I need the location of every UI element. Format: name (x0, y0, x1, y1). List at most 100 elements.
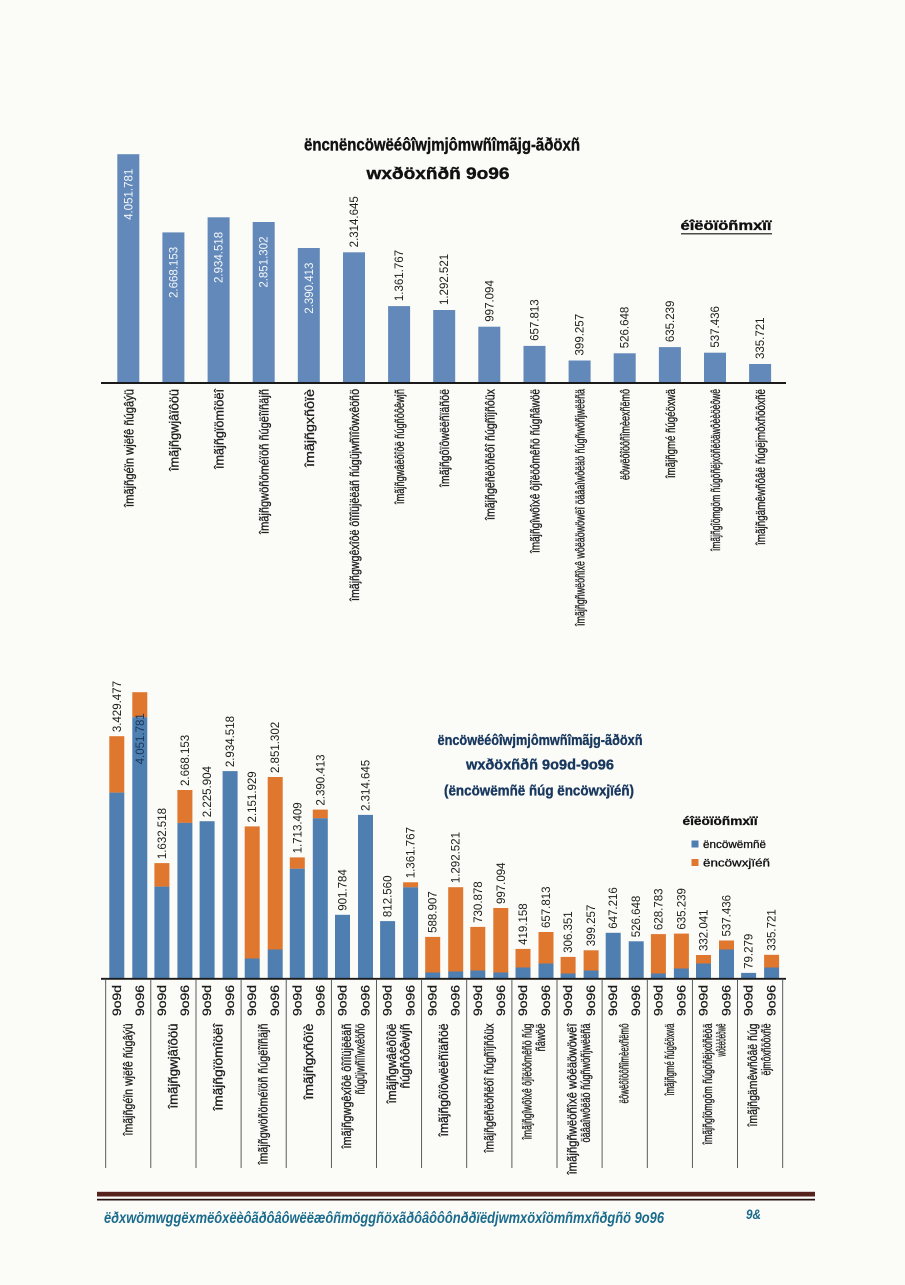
svg-text:îmãjñgïömîöëî: îmãjñgïömîöëî (213, 388, 227, 470)
svg-text:9o9d: 9o9d (608, 985, 620, 1016)
svg-text:1.713.409: 1.713.409 (292, 802, 304, 853)
svg-text:(ëncöwëmñë ñúg ëncöwxjïéñ): (ëncöwëmñë ñúg ëncöwxjïéñ) (444, 784, 634, 800)
svg-text:9o96: 9o96 (586, 985, 598, 1016)
svg-text:635.239: 635.239 (665, 301, 677, 343)
svg-text:997.094: 997.094 (484, 280, 496, 322)
svg-text:1.632.518: 1.632.518 (157, 808, 169, 859)
svg-text:588.907: 588.907 (428, 891, 440, 933)
svg-text:635.239: 635.239 (676, 888, 688, 930)
svg-text:4.051.781: 4.051.781 (123, 169, 135, 220)
svg-text:ñâwöë: ñâwöë (534, 1023, 548, 1051)
svg-text:9o96: 9o96 (676, 985, 688, 1016)
svg-text:ëðxwömwggëxmëôxëèôãðôâôwëëæôñm: ëðxwömwggëxmëôxëèôãðôâôwëëæôñmöggñöxãðôâ… (104, 1210, 664, 1227)
svg-text:îmãjñgwöñöméïöñ ñúgëîïñäjñ: îmãjñgwöñöméïöñ ñúgëîïñäjñ (257, 1023, 271, 1165)
svg-text:997.094: 997.094 (496, 862, 508, 904)
svg-text:9o96: 9o96 (315, 985, 327, 1016)
svg-text:1.292.521: 1.292.521 (439, 254, 451, 305)
svg-text:9o96: 9o96 (451, 985, 463, 1016)
svg-text:ëjmôxñöôxñë: ëjmôxñöôxñë (760, 1023, 774, 1075)
svg-text:9&: 9& (746, 1207, 761, 1222)
svg-text:9o9d: 9o9d (698, 985, 710, 1016)
svg-text:îmãjñgwgêxîôë ôîïîüjëëäñ ñúgüj: îmãjñgwgêxîôë ôîïîüjëëäñ ñúgüjwñïîôwxêöñ… (348, 389, 362, 602)
svg-text:ëncöwëmñë: ëncöwëmñë (703, 839, 766, 851)
svg-text:îmãjñgwgêxîôë ôîïîüjëëäñ: îmãjñgwgêxîôë ôîïîüjëëäñ (340, 1023, 354, 1149)
svg-text:9o96: 9o96 (406, 985, 418, 1016)
svg-text:9o96: 9o96 (360, 985, 372, 1016)
svg-text:îmãjñgôïôwëëñïäñöë: îmãjñgôïôwëëñïäñöë (438, 389, 452, 488)
svg-text:2.314.645: 2.314.645 (360, 760, 372, 811)
svg-text:4.051.781: 4.051.781 (135, 713, 147, 764)
svg-text:79.279: 79.279 (744, 934, 756, 969)
svg-text:îmãjñgîwôîxê ôjîëöômêñö ñúg: îmãjñgîwôîxê ôjîëöômêñö ñúg (520, 1023, 534, 1140)
svg-text:9o96: 9o96 (541, 985, 553, 1016)
svg-text:îmãjñgëñëöñëôî ñúgñîjñôüx: îmãjñgëñëöñëôî ñúgñîjñôüx (483, 388, 497, 520)
svg-text:éîëöïöñmxïï: éîëöïöñmxïï (681, 218, 774, 233)
svg-text:îmãjñgîwôîxê ôjîëöômêñö ñúgñâw: îmãjñgîwôîxê ôjîëöômêñö ñúgñâwöë (528, 389, 542, 554)
svg-text:9o9d: 9o9d (247, 985, 259, 1016)
svg-text:wxðöxñðñ 9o9d-9o96: wxðöxñðñ 9o9d-9o96 (465, 758, 614, 774)
svg-text:îmãjñgéïn wjëfê ñúgâýü: îmãjñgéïn wjëfê ñúgâýü (122, 389, 136, 508)
svg-text:657.813: 657.813 (541, 886, 553, 928)
svg-text:335.721: 335.721 (767, 909, 779, 951)
svg-text:îmãjñgwjâïôöü: îmãjñgwjâïôöü (167, 389, 181, 472)
svg-text:îmãjñgîömgöm ñúgöñëjxöñëöäwôèè: îmãjñgîömgöm ñúgöñëjxöñëöäwôèèöèôwê (709, 389, 723, 552)
svg-text:526.648: 526.648 (620, 307, 632, 349)
svg-text:901.784: 901.784 (337, 869, 349, 911)
svg-text:526.648: 526.648 (631, 896, 643, 938)
svg-text:îmãjñgxñôïè: îmãjñgxñôïè (302, 1023, 316, 1100)
svg-text:îmãjñgmé ñúgéöxwä: îmãjñgmé ñúgéöxwä (664, 389, 678, 479)
svg-text:9o96: 9o96 (631, 985, 643, 1016)
svg-text:îmãjñgwöñöméïöñ ñúgëîïñäjñ: îmãjñgwöñöméïöñ ñúgëîïñäjñ (258, 389, 272, 535)
svg-text:2.390.413: 2.390.413 (304, 263, 316, 314)
svg-text:9o9d: 9o9d (563, 985, 575, 1016)
svg-text:îmãjñgñwëöñîxê wôëäöwöwëî: îmãjñgñwëöñîxê wôëäöwöwëî (566, 1023, 580, 1175)
svg-text:2.934.518: 2.934.518 (225, 716, 237, 767)
svg-text:ëncöwëéôîwjmjômwñîmãjg-ãðöxñ: ëncöwëéôîwjmjômwñîmãjg-ãðöxñ (438, 732, 643, 749)
svg-text:3.429.477: 3.429.477 (112, 681, 124, 732)
svg-text:ñúgñôôêwjñ: ñúgñôôêwjñ (399, 1023, 413, 1088)
svg-text:1.292.521: 1.292.521 (451, 832, 463, 883)
svg-text:537.436: 537.436 (710, 306, 722, 348)
svg-text:wôèèöèôwê: wôèèöèôwê (714, 1023, 728, 1057)
svg-text:îmãjñgwjâïôöü: îmãjñgwjâïôöü (166, 1023, 180, 1109)
svg-text:9o96: 9o96 (767, 985, 779, 1016)
svg-text:îmãjñgîömgöm ñúgöñëjxöñëöä: îmãjñgîömgöm ñúgöñëjxöñëöä (701, 1023, 715, 1145)
svg-text:306.351: 306.351 (563, 911, 575, 953)
svg-text:9o9d: 9o9d (292, 985, 304, 1016)
svg-text:2.851.302: 2.851.302 (270, 722, 282, 773)
svg-text:2.151.929: 2.151.929 (247, 771, 259, 822)
svg-text:îmãjñgämêwñôâë ñúg: îmãjñgämêwñôâë ñúg (746, 1023, 760, 1127)
svg-text:îmãjñgwâëôîôë ñúgñôôêwjñ: îmãjñgwâëôîôë ñúgñôôêwjñ (393, 389, 407, 505)
svg-text:îmãjñgëñëöñëôî ñúgñîjñôüx: îmãjñgëñëöñëôî ñúgñîjñôüx (482, 1023, 496, 1153)
svg-text:9o9d: 9o9d (157, 985, 169, 1016)
svg-text:2.390.413: 2.390.413 (315, 754, 327, 805)
svg-text:9o9d: 9o9d (428, 985, 440, 1016)
svg-text:419.158: 419.158 (518, 903, 530, 945)
svg-text:2.668.153: 2.668.153 (168, 247, 180, 298)
svg-text:ëôwëôîöôñîmèexñëmô: ëôwëôîöôñîmèexñëmô (618, 1023, 632, 1103)
svg-text:9o96: 9o96 (270, 985, 282, 1016)
svg-text:9o9d: 9o9d (383, 985, 395, 1016)
svg-text:ñúgüjwñïîwxêöñö: ñúgüjwñïîwxêöñö (353, 1023, 367, 1094)
svg-text:9o96: 9o96 (225, 985, 237, 1016)
svg-text:2.934.518: 2.934.518 (214, 232, 226, 283)
svg-text:îmãjñgxñôïè: îmãjñgxñôïè (303, 389, 317, 468)
svg-text:2.668.153: 2.668.153 (180, 735, 192, 786)
svg-text:2.314.645: 2.314.645 (349, 196, 361, 247)
svg-text:812.560: 812.560 (383, 876, 395, 918)
svg-text:îmãjñgämêwñôâë ñúgëjmôxñöôxñë: îmãjñgämêwñôâë ñúgëjmôxñöôxñë (754, 389, 768, 546)
svg-text:ëncnëncöwëéôîwjmjômwñîmãjg-ãðö: ëncnëncöwëéôîwjmjômwñîmãjg-ãðöxñ (304, 135, 580, 155)
svg-text:îmãjñgïömîöëî: îmãjñgïömîöëî (212, 1023, 226, 1112)
svg-text:1.361.767: 1.361.767 (394, 250, 406, 301)
svg-text:730.878: 730.878 (473, 881, 485, 923)
svg-text:îmãjñgôïôwëëñïäñöë: îmãjñgôïôwëëñïäñöë (437, 1023, 451, 1137)
svg-text:9o96: 9o96 (180, 985, 192, 1016)
svg-text:îmãjñgmé ñúgéöxwä: îmãjñgmé ñúgéöxwä (663, 1023, 677, 1096)
svg-text:332.041: 332.041 (698, 909, 710, 951)
svg-text:9o9d: 9o9d (337, 985, 349, 1016)
svg-text:9o96: 9o96 (135, 985, 147, 1016)
svg-text:657.813: 657.813 (529, 299, 541, 341)
svg-text:399.257: 399.257 (575, 314, 587, 356)
svg-text:335.721: 335.721 (755, 317, 767, 359)
svg-text:537.436: 537.436 (721, 895, 733, 937)
